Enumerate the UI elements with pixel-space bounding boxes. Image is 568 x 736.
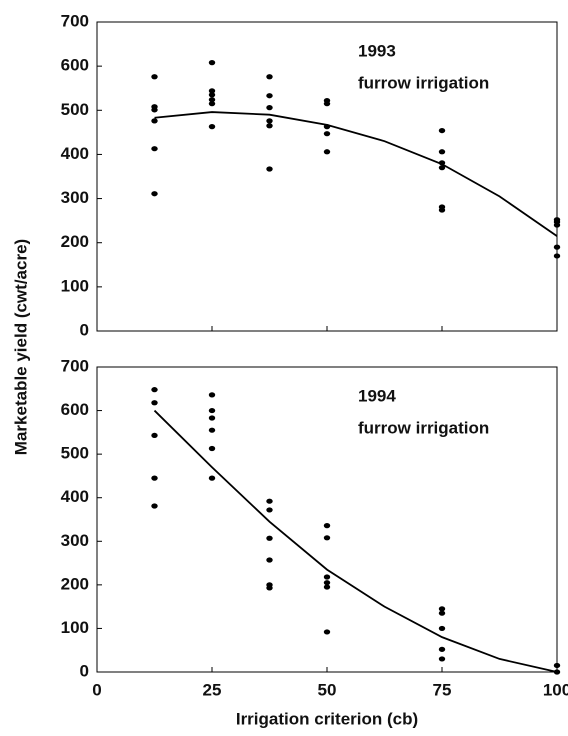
data-point [438,656,446,662]
x-tick-label: 0 [92,680,101,699]
data-point [266,123,273,129]
data-point [266,535,273,541]
annotation: furrow irrigation [358,73,489,92]
annotation: 1993 [358,41,396,60]
x-axis-label: Irrigation criterion (cb) [236,709,418,728]
data-point [553,253,561,259]
data-point [323,101,331,107]
y-axis-label: Marketable yield (cwt/acre) [11,239,30,455]
fit-curve [154,111,558,237]
annotation: 1994 [358,386,396,405]
data-point [323,629,331,635]
data-point [266,585,273,591]
y-tick-label: 200 [61,574,89,593]
y-tick-label: 400 [61,487,89,506]
data-point [266,105,273,111]
data-point [438,646,446,652]
data-point [208,427,216,433]
data-point [151,146,158,152]
data-point [208,101,216,107]
data-point [208,60,216,66]
data-point [438,606,446,612]
data-point [266,498,273,504]
data-point [323,149,331,155]
annotation: furrow irrigation [358,418,489,437]
x-tick-label: 25 [203,680,222,699]
data-point [151,191,158,197]
x-tick-label: 100 [543,680,568,699]
y-tick-label: 100 [61,618,89,637]
data-point [323,131,331,137]
x-tick-label: 75 [433,680,452,699]
fit-curve [153,409,558,673]
data-point [266,557,273,563]
y-tick-label: 600 [61,56,89,75]
data-point [208,445,216,452]
data-point [208,124,216,130]
data-point [151,432,158,439]
data-point [266,507,273,513]
data-point [438,207,446,213]
data-point [208,415,216,421]
data-point [151,503,158,509]
y-tick-label: 200 [61,232,89,251]
data-point [323,580,331,586]
data-point [323,574,331,580]
data-point [266,166,273,172]
data-point [266,93,273,99]
plot-frame [96,366,558,673]
y-tick-label: 0 [80,661,89,680]
data-point [208,392,216,398]
data-point [323,523,331,529]
y-tick-label: 300 [61,188,89,207]
data-point [208,475,216,481]
data-point [151,387,158,393]
data-point [438,610,446,616]
y-tick-label: 600 [61,400,89,419]
x-tick-label: 50 [318,680,337,699]
data-point [438,165,446,171]
data-point [266,74,273,80]
data-point [151,118,158,124]
data-point [151,74,158,80]
y-tick-label: 700 [61,11,89,30]
y-tick-label: 400 [61,144,89,163]
y-tick-label: 500 [61,444,89,463]
data-point [208,92,216,98]
data-point [553,222,561,228]
data-point [151,107,158,113]
data-point [208,97,216,103]
y-tick-label: 100 [61,276,89,295]
data-point [438,149,446,155]
data-point [208,88,216,94]
data-point [208,407,216,414]
plot-frame [96,21,558,332]
y-tick-label: 300 [61,531,89,550]
y-tick-label: 0 [80,320,89,339]
data-point [323,584,331,590]
data-point [553,244,561,250]
data-point [266,118,273,124]
y-tick-label: 700 [61,356,89,375]
data-point [323,535,331,541]
data-point [151,475,158,481]
y-tick-label: 500 [61,100,89,119]
data-point [553,662,561,669]
data-point [438,625,446,632]
data-point [151,400,158,406]
data-point [438,127,446,134]
